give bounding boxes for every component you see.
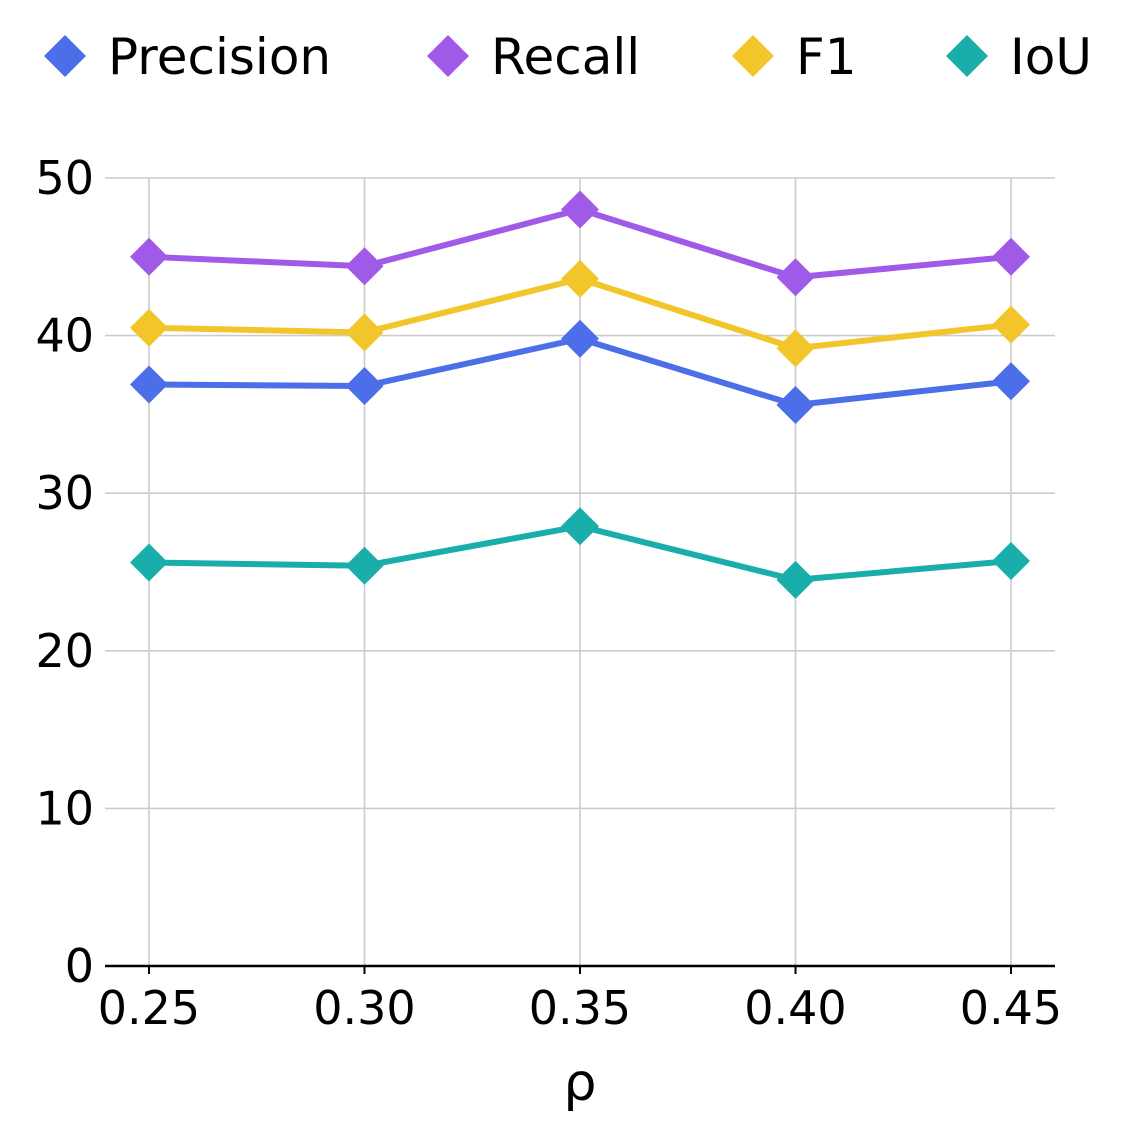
data-point-recall-0.40 xyxy=(776,258,815,297)
data-point-recall-0.30 xyxy=(345,247,384,286)
axes xyxy=(105,964,1055,974)
legend-item-precision: Precision xyxy=(44,28,331,86)
legend-label-iou: IoU xyxy=(1010,28,1092,86)
series-precision xyxy=(130,319,1030,424)
data-point-recall-0.25 xyxy=(130,237,168,276)
data-point-iou-0.25 xyxy=(130,543,168,582)
data-point-iou-0.35 xyxy=(561,507,599,546)
series-recall xyxy=(130,190,1030,297)
data-point-f1-0.45 xyxy=(992,305,1030,344)
data-point-recall-0.45 xyxy=(992,237,1030,276)
x-tick-label-0.25: 0.25 xyxy=(98,981,200,1035)
data-point-f1-0.40 xyxy=(776,329,815,368)
legend-label-f1: F1 xyxy=(796,28,857,86)
data-point-precision-0.45 xyxy=(992,362,1030,401)
data-point-iou-0.30 xyxy=(345,546,384,585)
tick-labels: 0 10 20 30 40 50 0.25 0.30 0.35 0.40 0.45 xyxy=(35,151,1062,1035)
data-point-recall-0.35 xyxy=(561,190,599,229)
series-iou xyxy=(130,507,1030,599)
y-tick-label-50: 50 xyxy=(35,151,94,205)
data-point-iou-0.40 xyxy=(776,560,815,599)
legend-marker-iou xyxy=(946,35,988,77)
x-tick-label-0.30: 0.30 xyxy=(313,981,415,1035)
y-tick-label-0: 0 xyxy=(65,939,94,993)
data-point-f1-0.25 xyxy=(130,308,168,347)
x-tick-label-0.45: 0.45 xyxy=(960,981,1062,1035)
y-tick-label-30: 30 xyxy=(35,466,94,520)
data-point-precision-0.25 xyxy=(130,365,168,404)
x-axis-title: ρ xyxy=(563,1053,596,1113)
data-point-f1-0.35 xyxy=(561,259,599,298)
legend-item-f1: F1 xyxy=(732,28,857,86)
data-point-precision-0.30 xyxy=(345,367,384,406)
x-tick-label-0.40: 0.40 xyxy=(744,981,846,1035)
series-layer xyxy=(130,190,1030,599)
legend-label-recall: Recall xyxy=(491,28,640,86)
legend: Precision Recall F1 IoU xyxy=(44,28,1092,86)
series-f1 xyxy=(130,259,1030,368)
data-point-f1-0.30 xyxy=(345,313,384,352)
legend-item-iou: IoU xyxy=(946,28,1092,86)
y-tick-label-10: 10 xyxy=(35,781,94,835)
legend-label-precision: Precision xyxy=(108,28,331,86)
legend-item-recall: Recall xyxy=(427,28,640,86)
legend-marker-f1 xyxy=(732,35,774,77)
data-point-precision-0.40 xyxy=(776,385,815,424)
data-point-iou-0.45 xyxy=(992,541,1030,580)
y-tick-label-40: 40 xyxy=(35,309,94,363)
legend-marker-precision xyxy=(44,35,86,77)
data-point-precision-0.35 xyxy=(561,319,599,358)
legend-marker-recall xyxy=(427,35,469,77)
x-tick-label-0.35: 0.35 xyxy=(529,981,631,1035)
y-tick-label-20: 20 xyxy=(35,624,94,678)
